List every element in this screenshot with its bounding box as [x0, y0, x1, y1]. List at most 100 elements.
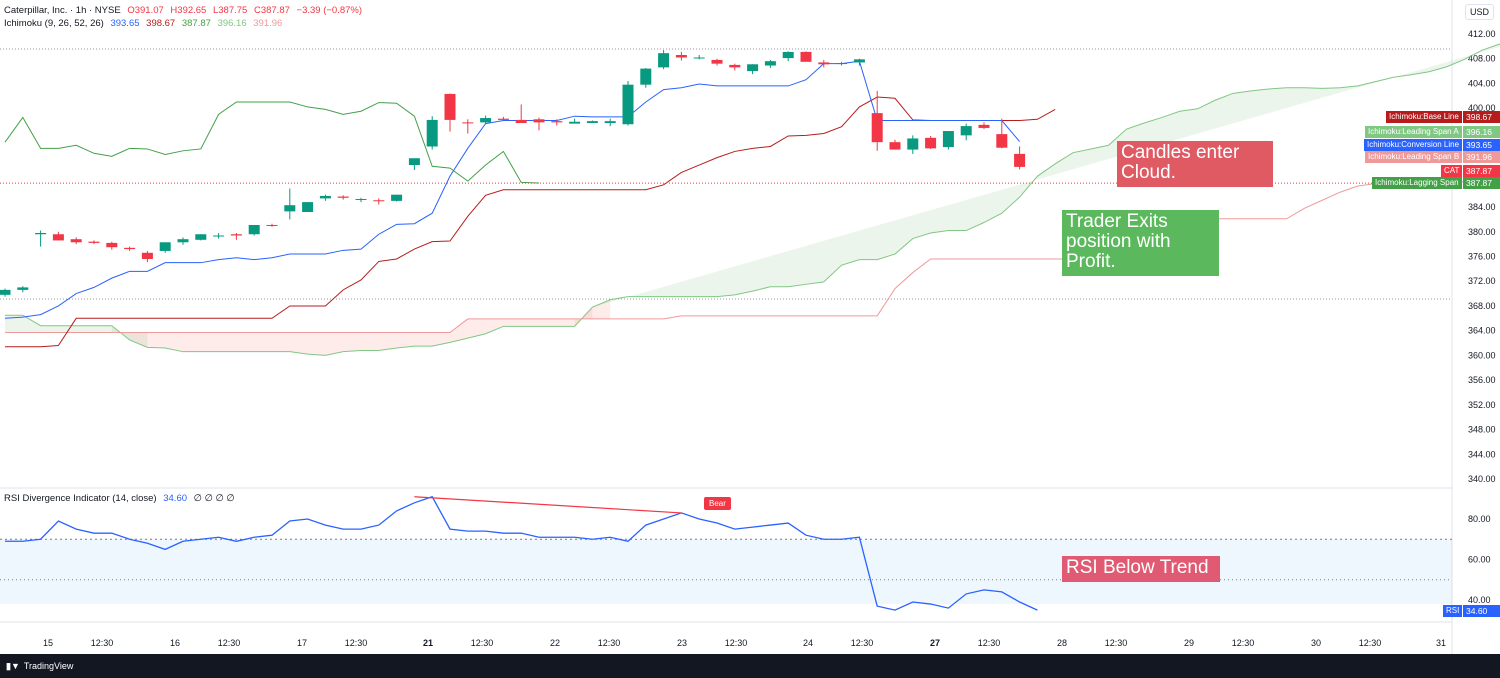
candle-body — [586, 121, 598, 123]
candle-body — [800, 51, 812, 62]
price-label-value: 398.67 — [1463, 111, 1500, 123]
candle-body — [230, 234, 242, 236]
time-tick-label: 12:30 — [345, 638, 368, 648]
annotation-candles-enter-cloud[interactable]: Candles enter Cloud. — [1117, 141, 1273, 187]
candle-body — [764, 61, 776, 66]
price-tick-label: 348.00 — [1468, 425, 1496, 435]
conversion-line — [4, 60, 1020, 319]
candle-body — [640, 68, 652, 85]
high-value: H392.65 — [170, 5, 207, 16]
candle-body — [569, 121, 581, 124]
rsi-label-value: 34.60 — [1463, 605, 1500, 617]
chart-canvas[interactable]: 412.00408.00404.00400.00396.00392.00388.… — [0, 0, 1500, 654]
time-tick-label: 12:30 — [471, 638, 494, 648]
ichimoku-value-1: 393.65 — [110, 18, 140, 29]
price-label-value: 387.87 — [1463, 177, 1500, 189]
candle-body — [853, 59, 865, 63]
bear-divergence-label: Bear — [704, 497, 731, 510]
low-value: L387.75 — [212, 5, 248, 16]
price-tick-label: 384.00 — [1468, 202, 1496, 212]
price-label-name: Ichimoku:Base Line — [1386, 111, 1462, 123]
time-tick-label: 15 — [43, 638, 53, 648]
candle-body — [373, 200, 385, 202]
price-label-name: Ichimoku:Lagging Span — [1372, 177, 1462, 189]
price-label-name: Ichimoku:Leading Span B — [1365, 151, 1463, 163]
base-line — [5, 96, 1056, 348]
price-label-value: 396.16 — [1463, 126, 1500, 138]
time-tick-label: 29 — [1184, 638, 1194, 648]
candle-body — [319, 195, 331, 199]
leading-span-a-line — [5, 43, 1500, 356]
time-tick-label: 30 — [1311, 638, 1321, 648]
leading-span-b-line — [5, 176, 1500, 334]
open-value: O391.07 — [127, 5, 164, 16]
candle-body — [177, 239, 189, 243]
candle-body — [515, 119, 527, 123]
price-tick-label: 368.00 — [1468, 301, 1496, 311]
candle-body — [871, 113, 883, 143]
price-tick-label: 400.00 — [1468, 103, 1496, 113]
ichimoku-value-5: 391.96 — [253, 18, 283, 29]
time-tick-label: 28 — [1057, 638, 1067, 648]
candle-body — [124, 247, 136, 250]
time-tick-label: 21 — [423, 638, 433, 648]
candle-body — [284, 205, 296, 212]
candle-body — [88, 241, 100, 243]
time-tick-label: 12:30 — [218, 638, 241, 648]
candle-body — [818, 62, 830, 65]
ichimoku-cloud — [574, 299, 611, 327]
candle-body — [622, 84, 634, 125]
candle-body — [159, 242, 171, 251]
annotation-trader-exits[interactable]: Trader Exits position with Profit. — [1062, 210, 1219, 276]
candle-body — [782, 51, 794, 59]
price-label-name: Ichimoku:Conversion Line — [1364, 139, 1463, 151]
price-tick-label: 376.00 — [1468, 252, 1496, 262]
annotation-rsi-below-trend[interactable]: RSI Below Trend — [1062, 556, 1220, 582]
candle-body — [106, 242, 118, 248]
time-tick-label: 22 — [550, 638, 560, 648]
candle-body — [213, 235, 225, 237]
candle-body — [391, 194, 403, 201]
price-tick-label: 408.00 — [1468, 54, 1496, 64]
candle-body — [480, 118, 492, 123]
rsi-tick-label: 40.00 — [1468, 595, 1491, 605]
candle-body — [0, 289, 11, 295]
symbol-header: Caterpillar, Inc. · 1h · NYSE O391.07 H3… — [4, 5, 366, 16]
time-tick-label: 12:30 — [1232, 638, 1255, 648]
price-tick-label: 372.00 — [1468, 276, 1496, 286]
currency-button[interactable]: USD — [1464, 4, 1494, 20]
candle-body — [729, 64, 741, 68]
change-value: −3.39 (−0.87%) — [296, 5, 363, 16]
candle-body — [302, 202, 314, 212]
candle-body — [248, 224, 260, 235]
candle-body — [462, 122, 474, 124]
candle-body — [355, 199, 367, 201]
candle-body — [141, 252, 153, 259]
price-label-name: Ichimoku:Leading Span A — [1365, 126, 1462, 138]
rsi-label-name: RSI — [1443, 605, 1463, 617]
candle-body — [604, 121, 616, 123]
candle-body — [408, 158, 420, 166]
ichimoku-cloud — [111, 325, 148, 348]
candle-body — [693, 57, 705, 59]
candle-body — [266, 224, 278, 226]
candle-body — [978, 124, 990, 128]
bottom-bar: ▮▼ TradingView — [0, 654, 1500, 678]
rsi-legend[interactable]: RSI Divergence Indicator (14, close) 34.… — [4, 493, 239, 504]
rsi-tick-label: 80.00 — [1468, 514, 1491, 524]
candle-body — [35, 233, 47, 235]
candle-body — [836, 63, 848, 65]
rsi-band — [0, 539, 1452, 605]
ichimoku-cloud — [129, 307, 593, 356]
rsi-value: 34.60 — [163, 493, 188, 504]
price-label-value: 387.87 — [1463, 165, 1500, 177]
ichimoku-name: Ichimoku (9, 26, 52, 26) — [4, 18, 104, 29]
time-tick-label: 27 — [930, 638, 940, 648]
tradingview-brand: TradingView — [23, 661, 74, 671]
time-tick-label: 12:30 — [851, 638, 874, 648]
tradingview-logo-icon[interactable]: ▮▼ — [6, 660, 20, 671]
time-tick-label: 12:30 — [725, 638, 748, 648]
price-tick-label: 340.00 — [1468, 474, 1496, 484]
ichimoku-cloud — [592, 43, 1500, 308]
ichimoku-legend[interactable]: Ichimoku (9, 26, 52, 26) 393.65 398.67 3… — [4, 18, 286, 29]
